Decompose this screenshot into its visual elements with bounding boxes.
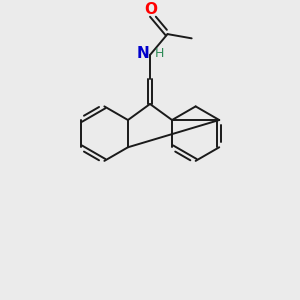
Text: O: O [144, 2, 157, 17]
Text: N: N [137, 46, 150, 62]
Text: H: H [155, 47, 164, 61]
